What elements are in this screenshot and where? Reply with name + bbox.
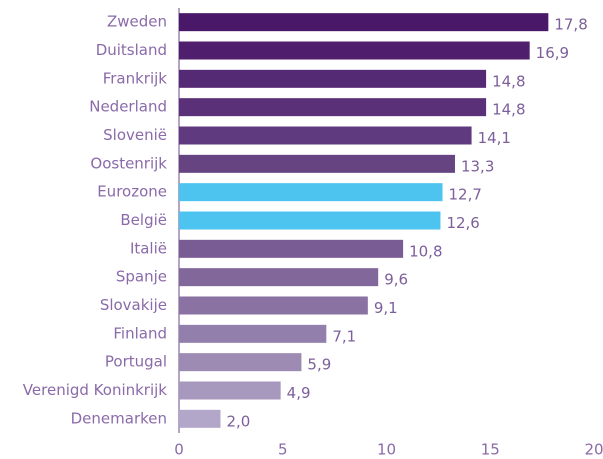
bar — [179, 353, 302, 372]
y-tick-label: Zweden — [107, 13, 167, 31]
value-label: 12,6 — [446, 214, 479, 232]
y-tick-label: Portugal — [105, 353, 167, 371]
y-tick-label: België — [120, 211, 167, 229]
y-tick-label: Slovenië — [103, 126, 167, 144]
y-tick-label: Frankrijk — [103, 69, 168, 87]
bar — [179, 324, 327, 343]
value-label: 12,7 — [449, 186, 482, 204]
value-label: 9,1 — [374, 299, 398, 317]
x-tick-label: 10 — [377, 441, 396, 459]
value-label: 10,8 — [409, 242, 442, 260]
y-tick-label: Italië — [130, 239, 167, 257]
y-tick-label: Finland — [113, 324, 167, 342]
bar — [179, 381, 281, 400]
x-tick-label: 20 — [584, 441, 603, 459]
bar — [179, 268, 379, 287]
value-label: 14,8 — [492, 101, 525, 119]
value-label: 16,9 — [536, 44, 569, 62]
y-tick-label: Nederland — [89, 98, 167, 116]
x-tick-label: 15 — [481, 441, 500, 459]
bar — [179, 69, 487, 88]
bar — [179, 211, 441, 230]
value-label: 14,8 — [492, 72, 525, 90]
bar — [179, 154, 455, 173]
y-tick-label: Oostenrijk — [90, 154, 167, 172]
value-label: 2,0 — [227, 412, 251, 430]
y-tick-label: Slovakije — [100, 296, 167, 314]
bar — [179, 239, 404, 258]
bar — [179, 13, 549, 32]
value-label: 5,9 — [307, 356, 331, 374]
bar — [179, 296, 368, 315]
bar — [179, 409, 221, 428]
bar — [179, 183, 443, 202]
value-label: 4,9 — [287, 384, 311, 402]
bar — [179, 41, 530, 60]
bar — [179, 126, 472, 145]
bar — [179, 98, 487, 117]
value-label: 9,6 — [384, 271, 408, 289]
y-tick-label: Eurozone — [97, 183, 167, 201]
x-tick-label: 5 — [278, 441, 288, 459]
y-tick-label: Duitsland — [96, 41, 167, 59]
y-tick-label: Denemarken — [71, 409, 167, 427]
value-label: 17,8 — [554, 16, 587, 34]
y-tick-label: Spanje — [116, 268, 167, 286]
y-tick-label: Verenigd Koninkrijk — [23, 381, 168, 399]
x-tick-label: 0 — [174, 441, 184, 459]
value-label: 14,1 — [478, 129, 511, 147]
value-label: 7,1 — [332, 327, 356, 345]
value-label: 13,3 — [461, 157, 494, 175]
